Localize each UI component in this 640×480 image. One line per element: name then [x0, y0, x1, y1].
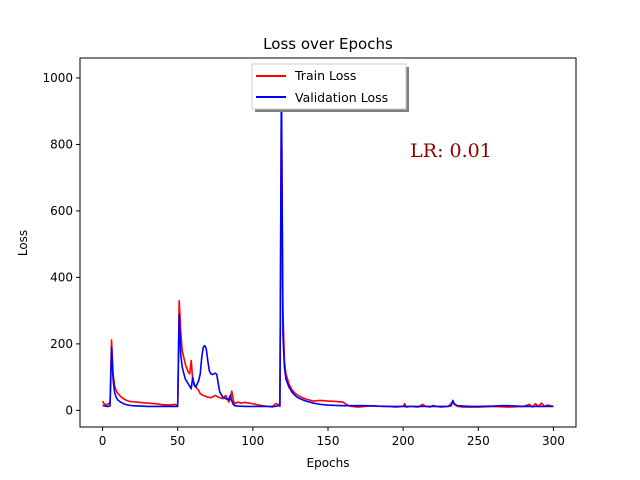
x-tick-label: 100 [241, 434, 264, 448]
y-tick-label: 600 [50, 204, 73, 218]
x-tick-label: 0 [99, 434, 107, 448]
x-tick-label: 50 [170, 434, 185, 448]
y-tick-label: 400 [50, 270, 73, 284]
y-tick-label: 1000 [42, 71, 73, 85]
legend-label-train-loss: Train Loss [294, 68, 356, 83]
x-tick-label: 300 [542, 434, 565, 448]
legend-box [251, 63, 407, 110]
y-axis-label: Loss [16, 230, 30, 256]
series-line-validation-loss [102, 77, 554, 408]
series-layer [101, 77, 554, 408]
x-axis-label: Epochs [307, 456, 350, 470]
learning-rate-annotation: LR: 0.01 [410, 140, 492, 162]
y-tick-label: 0 [65, 403, 73, 417]
plot-frame [79, 57, 577, 428]
x-tick-label: 200 [392, 434, 415, 448]
x-axis-ticks: 0 50 100 150 200 250 300 [99, 427, 565, 448]
y-axis-ticks: 0 200 400 600 800 1000 [42, 71, 80, 417]
y-tick-label: 200 [50, 337, 73, 351]
chart-title: Loss over Epochs [263, 35, 393, 53]
legend-label-validation-loss: Validation Loss [295, 90, 388, 105]
legend: Train Loss Validation Loss [251, 63, 409, 112]
x-tick-label: 150 [317, 434, 340, 448]
x-tick-label: 250 [467, 434, 490, 448]
plot-area: 0 50 100 150 200 250 300 0 200 400 600 800 1000 [42, 57, 577, 448]
y-tick-label: 800 [50, 137, 73, 151]
